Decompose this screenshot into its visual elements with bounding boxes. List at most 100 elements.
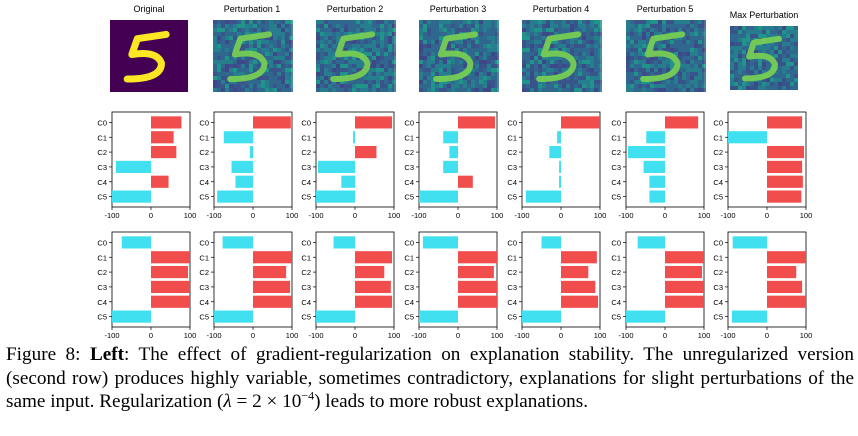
noise-pixel (702, 72, 706, 76)
noise-pixel (674, 48, 678, 52)
noise-pixel (558, 64, 562, 68)
noise-pixel (281, 28, 285, 32)
bar (767, 116, 803, 129)
noise-pixel (368, 80, 372, 84)
noise-pixel (654, 80, 658, 84)
noise-pixel (368, 84, 372, 88)
noise-pixel (558, 40, 562, 44)
y-tick-label: C5 (507, 313, 517, 322)
noise-pixel (376, 88, 380, 92)
bar (419, 310, 458, 323)
noise-pixel (289, 20, 293, 24)
noise-pixel (562, 48, 566, 52)
noise-pixel (570, 48, 574, 52)
noise-pixel (495, 28, 499, 32)
noise-pixel (241, 60, 245, 64)
noise-pixel (546, 88, 550, 92)
noise-pixel (423, 80, 427, 84)
noise-pixel (328, 68, 332, 72)
noise-pixel (746, 62, 750, 66)
noise-pixel (522, 52, 526, 56)
y-tick-label: C1 (404, 253, 414, 262)
noise-pixel (526, 48, 530, 52)
noise-pixel (634, 52, 638, 56)
noise-pixel (463, 88, 467, 92)
noise-pixel (483, 80, 487, 84)
noise-pixel (328, 84, 332, 88)
noise-pixel (590, 88, 594, 92)
noise-pixel (392, 20, 396, 24)
noise-pixel (670, 84, 674, 88)
y-tick-label: C4 (713, 178, 723, 187)
noise-pixel (650, 88, 654, 92)
noise-pixel (495, 84, 499, 88)
noise-pixel (332, 56, 336, 60)
noise-pixel (356, 88, 360, 92)
noise-pixel (650, 32, 654, 36)
noise-pixel (324, 84, 328, 88)
noise-pixel (368, 72, 372, 76)
noise-pixel (213, 48, 217, 52)
noise-pixel (570, 44, 574, 48)
noise-pixel (658, 72, 662, 76)
noise-pixel (348, 72, 352, 76)
noise-pixel (336, 68, 340, 72)
noise-pixel (538, 60, 542, 64)
noise-pixel (582, 52, 586, 56)
noise-pixel (794, 82, 798, 86)
noise-pixel (285, 56, 289, 60)
noise-pixel (241, 88, 245, 92)
noise-pixel (698, 36, 702, 40)
noise-pixel (427, 28, 431, 32)
noise-pixel (530, 56, 534, 60)
noise-pixel (670, 44, 674, 48)
noise-pixel (217, 24, 221, 28)
noise-pixel (253, 20, 257, 24)
noise-pixel (376, 84, 380, 88)
noise-pixel (273, 68, 277, 72)
y-tick-label: C1 (713, 133, 723, 142)
noise-pixel (229, 68, 233, 72)
noise-pixel (598, 72, 602, 76)
noise-pixel (530, 40, 534, 44)
noise-pixel (229, 32, 233, 36)
noise-pixel (698, 88, 702, 92)
noise-pixel (730, 62, 734, 66)
noise-pixel (530, 32, 534, 36)
y-tick-label: C4 (199, 298, 209, 307)
image-title: Perturbation 1 (224, 4, 281, 14)
noise-pixel (550, 84, 554, 88)
noise-pixel (487, 76, 491, 80)
noise-pixel (213, 60, 217, 64)
noise-pixel (316, 52, 320, 56)
noise-pixel (530, 52, 534, 56)
noise-pixel (431, 40, 435, 44)
noise-pixel (538, 44, 542, 48)
noise-pixel (742, 42, 746, 46)
noise-pixel (766, 30, 770, 34)
noise-pixel (746, 66, 750, 70)
noise-pixel (754, 66, 758, 70)
noise-pixel (269, 20, 273, 24)
noise-pixel (273, 24, 277, 28)
noise-pixel (750, 26, 754, 30)
noise-pixel (431, 84, 435, 88)
x-tick-label: 100 (800, 331, 813, 340)
noise-pixel (289, 24, 293, 28)
noise-pixel (638, 20, 642, 24)
noise-pixel (423, 64, 427, 68)
noise-pixel (538, 68, 542, 72)
noise-pixel (233, 40, 237, 44)
noise-pixel (491, 52, 495, 56)
noise-pixel (794, 30, 798, 34)
y-tick-label: C3 (199, 283, 209, 292)
noise-pixel (694, 76, 698, 80)
x-tick-label: 100 (286, 331, 299, 340)
noise-pixel (794, 54, 798, 58)
noise-pixel (245, 84, 249, 88)
noise-pixel (443, 64, 447, 68)
noise-pixel (766, 46, 770, 50)
noise-pixel (578, 28, 582, 32)
noise-pixel (487, 20, 491, 24)
noise-pixel (582, 20, 586, 24)
